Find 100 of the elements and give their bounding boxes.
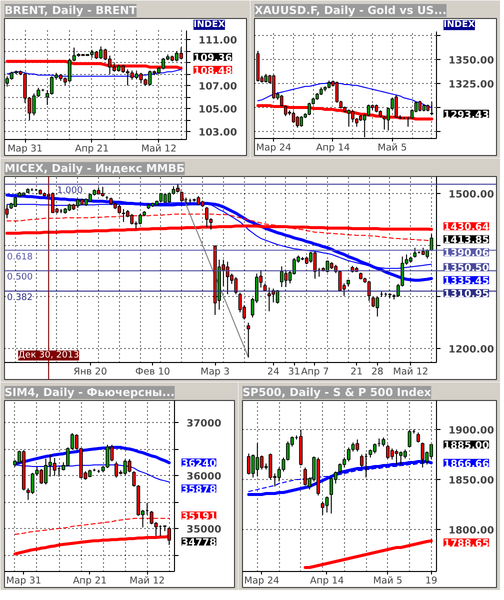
candlestick bbox=[114, 461, 118, 478]
candlestick bbox=[330, 476, 334, 514]
line-series bbox=[6, 60, 183, 70]
text: 1413.85 bbox=[444, 235, 490, 246]
candlestick bbox=[376, 296, 380, 317]
candlestick bbox=[338, 463, 342, 474]
ref-line-label: 1350.50 bbox=[444, 263, 490, 274]
x-tick-label: 31 bbox=[288, 366, 300, 378]
y-tick-label: 1350.00 bbox=[448, 56, 494, 66]
x-tick-label: Апр 14 bbox=[310, 576, 344, 586]
data-label: 1866.66 bbox=[444, 458, 490, 470]
x-tick-label: Май 5 bbox=[373, 576, 402, 586]
candlestick bbox=[325, 496, 329, 513]
chart-title: SP500, Daily - S & P 500 Index bbox=[242, 386, 432, 399]
ref-line-label: 1390.06 bbox=[444, 248, 490, 260]
candlestick bbox=[394, 449, 398, 465]
annotation: 1.000 bbox=[56, 186, 83, 196]
x-tick-label: Фев 10 bbox=[135, 366, 170, 378]
x-tick-label: Май 12 bbox=[141, 144, 177, 155]
candlestick bbox=[426, 248, 430, 260]
candlestick bbox=[367, 280, 371, 302]
candlestick bbox=[420, 442, 424, 468]
candlestick bbox=[5, 204, 9, 219]
y-tick-label: 1500.00 bbox=[448, 190, 494, 200]
candlestick bbox=[320, 501, 324, 515]
text: 1293.43 bbox=[444, 110, 490, 121]
x-tick-label: Май 12 bbox=[130, 575, 165, 586]
candlestick bbox=[399, 451, 403, 465]
y-tick-label: 1800.00 bbox=[448, 526, 494, 536]
candlestick bbox=[268, 287, 271, 312]
y-tick-label: 107.00 bbox=[198, 82, 238, 92]
candlestick bbox=[360, 454, 364, 468]
y-tick-label: 103.00 bbox=[198, 128, 238, 138]
candlestick bbox=[300, 116, 304, 128]
x-tick-label: 19 bbox=[425, 576, 438, 586]
x-tick-label: Май 12 bbox=[393, 366, 428, 378]
x-tick-label: 28 bbox=[371, 366, 384, 378]
data-label: 35191 bbox=[182, 512, 216, 522]
chart-title: BRENT, Daily - BRENT bbox=[4, 4, 138, 17]
x-tick-label: Апр 21 bbox=[72, 575, 107, 586]
candlestick bbox=[284, 270, 288, 288]
x-tick-label: Мар 24 bbox=[244, 576, 280, 586]
x-tick-label: Мар 31 bbox=[7, 144, 43, 155]
candlestick bbox=[416, 432, 420, 443]
candlestick bbox=[372, 296, 375, 308]
x-tick-label: Дек 30, 2013 bbox=[18, 350, 80, 360]
y-tick-label: 105.00 bbox=[198, 104, 238, 116]
candlestick bbox=[168, 192, 171, 204]
x-tick-label: 24 bbox=[267, 366, 280, 378]
y-tick-label: 1850.00 bbox=[448, 476, 494, 486]
line-series bbox=[257, 82, 432, 108]
x-tick-label: Янв 20 bbox=[73, 366, 108, 378]
y-tick-label: 37000 bbox=[186, 418, 222, 430]
candlestick bbox=[268, 453, 272, 480]
x-tick-label: Мар 24 bbox=[256, 142, 292, 154]
candlestick bbox=[413, 247, 417, 258]
chart-title: XAUUSD.F, Daily - Gold vs US... bbox=[254, 4, 446, 17]
y-tick-label: 1900.00 bbox=[448, 426, 494, 436]
x-tick-label: Мар 3 bbox=[200, 366, 230, 378]
x-tick-label: Апр 7 bbox=[301, 366, 329, 378]
data-label: 1430.64 bbox=[444, 222, 490, 234]
candlestick bbox=[138, 214, 142, 225]
candlestick bbox=[292, 110, 296, 124]
data-label: 1788.65 bbox=[444, 538, 490, 550]
candlestick bbox=[296, 116, 300, 128]
data-label: 36240 bbox=[182, 458, 216, 470]
y-tick-label: 1200.00 bbox=[448, 344, 494, 356]
chart-title: SIM4, Daily - Фьючерсны... bbox=[4, 386, 175, 399]
text: 34778 bbox=[182, 538, 216, 548]
candlestick bbox=[366, 104, 370, 117]
candlestick bbox=[234, 276, 238, 295]
candlestick bbox=[128, 458, 132, 473]
candlestick bbox=[106, 444, 110, 469]
x-tick-label: Мар 31 bbox=[6, 575, 42, 586]
text: INDEX bbox=[194, 20, 225, 30]
candlestick bbox=[139, 72, 143, 84]
candlestick bbox=[30, 472, 34, 495]
text: 1885.00 bbox=[444, 440, 490, 452]
y-tick-label: 1325.00 bbox=[448, 80, 494, 90]
line-series bbox=[177, 184, 249, 358]
candlestick bbox=[386, 444, 390, 459]
text: 109.36 bbox=[194, 52, 232, 64]
line-series bbox=[304, 539, 433, 569]
x-tick-label: Май 5 bbox=[378, 142, 407, 154]
annotation: 0.618 bbox=[6, 252, 34, 262]
candlestick bbox=[251, 454, 255, 478]
candlestick bbox=[14, 196, 18, 208]
annotation: 0.500 bbox=[6, 272, 34, 283]
candlestick bbox=[356, 439, 360, 452]
candlestick bbox=[347, 108, 350, 128]
candlestick bbox=[418, 100, 422, 112]
x-tick-label: Апр 14 bbox=[316, 142, 350, 154]
x-tick-label: Апр 21 bbox=[75, 144, 109, 155]
y-tick-label: 111.00 bbox=[198, 36, 238, 46]
y-tick-label: 35000 bbox=[186, 524, 222, 536]
data-label: 108.48 bbox=[194, 66, 232, 77]
candlestick bbox=[52, 458, 56, 477]
candlestick bbox=[280, 266, 284, 288]
candlestick bbox=[226, 261, 230, 295]
y-tick-label: 36000 bbox=[186, 472, 222, 482]
